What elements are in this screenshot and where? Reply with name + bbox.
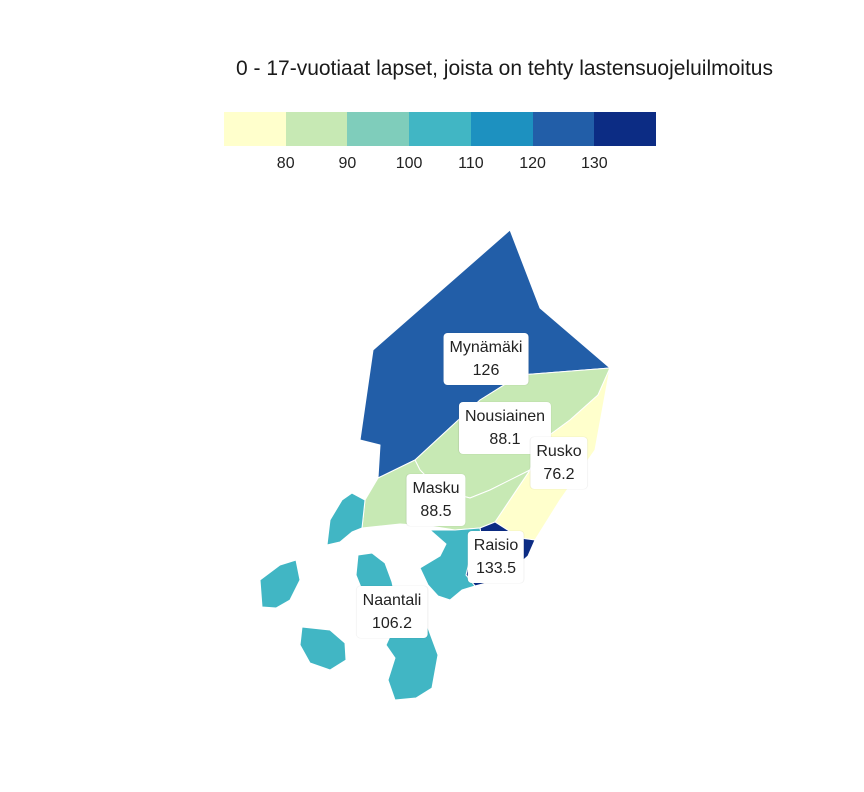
legend-swatch-2 (285, 112, 348, 146)
legend-tick-100: 100 (395, 155, 423, 172)
legend-tick-80: 80 (276, 155, 295, 172)
label-mynamaki: Mynämäki 126 (443, 333, 529, 385)
label-naantali: Naantali 106.2 (356, 586, 428, 638)
label-raisio: Raisio 133.5 (467, 531, 525, 583)
legend-swatch-6 (532, 112, 595, 146)
legend-tick-90: 90 (338, 155, 357, 172)
legend-swatch-5 (470, 112, 533, 146)
label-mynamaki-name: Mynämäki (449, 339, 523, 356)
legend-swatch-1 (224, 112, 286, 146)
legend-tick-130: 130 (580, 155, 608, 172)
label-nousiainen-name: Nousiainen (464, 408, 546, 425)
color-legend: 80 90 100 110 120 130 (224, 112, 657, 182)
label-rusko: Rusko 76.2 (530, 437, 588, 489)
legend-swatch-3 (347, 112, 410, 146)
legend-tick-110: 110 (458, 155, 484, 172)
label-rusko-name: Rusko (536, 443, 582, 460)
legend-swatches (224, 112, 657, 146)
label-nousiainen-value: 88.1 (489, 431, 521, 448)
label-naantali-value: 106.2 (371, 615, 413, 632)
label-mynamaki-value: 126 (472, 362, 500, 379)
label-masku: Masku 88.5 (406, 474, 466, 526)
label-masku-value: 88.5 (420, 503, 452, 520)
label-masku-name: Masku (412, 480, 460, 497)
label-raisio-value: 133.5 (475, 560, 517, 577)
legend-tick-120: 120 (519, 155, 546, 172)
legend-swatch-7 (594, 112, 657, 146)
label-naantali-name: Naantali (362, 592, 422, 609)
legend-swatch-4 (409, 112, 471, 146)
label-raisio-name: Raisio (473, 537, 519, 554)
label-rusko-value: 76.2 (543, 466, 575, 483)
map-title: 0 - 17-vuotiaat lapset, joista on tehty … (236, 57, 773, 80)
